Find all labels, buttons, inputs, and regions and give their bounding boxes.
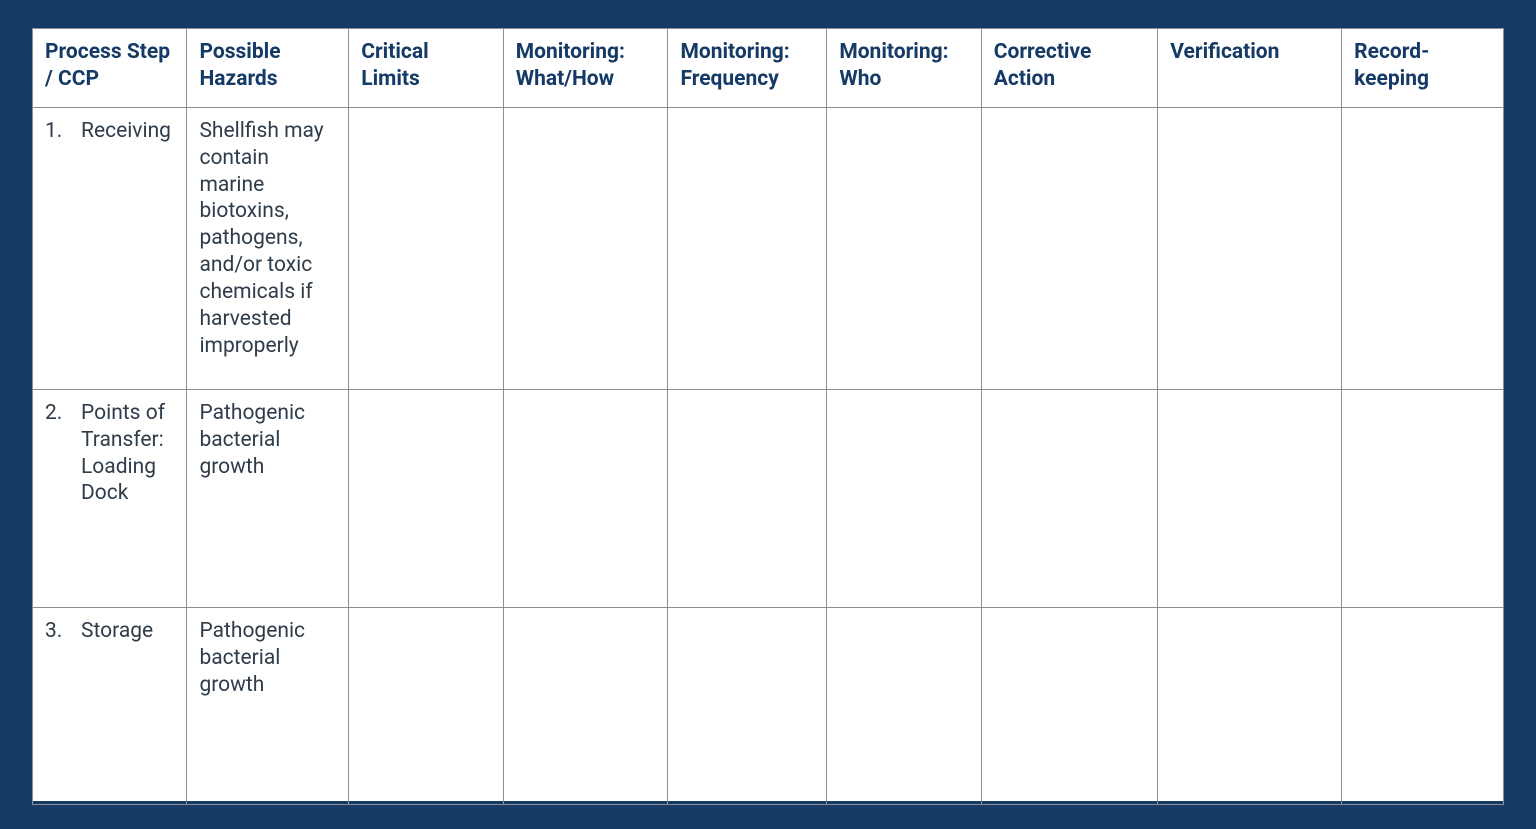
cell-critical-limits	[349, 389, 503, 607]
cell-verification	[1158, 107, 1342, 389]
cell-process-step: 1. Receiving	[33, 107, 187, 389]
cell-monitoring-frequency	[668, 389, 827, 607]
cell-monitoring-who	[827, 389, 981, 607]
cell-record-keeping	[1342, 107, 1504, 389]
col-header-corrective-action: Corrective Action	[981, 29, 1158, 108]
col-header-monitoring-what: Monitoring: What/How	[503, 29, 668, 108]
cell-critical-limits	[349, 607, 503, 804]
step-label: Points of Transfer: Loading Dock	[81, 400, 174, 508]
col-header-monitoring-frequency: Monitoring: Frequency	[668, 29, 827, 108]
cell-record-keeping	[1342, 389, 1504, 607]
document-frame: Process Step / CCP Possible Hazards Crit…	[0, 0, 1536, 829]
cell-process-step: 2. Points of Transfer: Loading Dock	[33, 389, 187, 607]
cell-corrective-action	[981, 107, 1158, 389]
col-header-verification: Verification	[1158, 29, 1342, 108]
col-header-monitoring-who: Monitoring: Who	[827, 29, 981, 108]
col-header-possible-hazards: Possible Hazards	[187, 29, 349, 108]
cell-corrective-action	[981, 607, 1158, 804]
cell-verification	[1158, 607, 1342, 804]
step-number: 2.	[45, 400, 63, 508]
table-row: 1. Receiving Shellfish may contain marin…	[33, 107, 1504, 389]
step-number: 3.	[45, 618, 63, 645]
cell-monitoring-what	[503, 389, 668, 607]
cell-critical-limits	[349, 107, 503, 389]
col-header-record-keeping: Record-keeping	[1342, 29, 1504, 108]
cell-monitoring-what	[503, 107, 668, 389]
cell-corrective-action	[981, 389, 1158, 607]
table-container: Process Step / CCP Possible Hazards Crit…	[32, 28, 1504, 801]
cell-possible-hazards: Pathogenic bacterial growth	[187, 389, 349, 607]
table-header-row: Process Step / CCP Possible Hazards Crit…	[33, 29, 1504, 108]
cell-monitoring-frequency	[668, 607, 827, 804]
cell-possible-hazards: Shellfish may contain marine biotoxins, …	[187, 107, 349, 389]
cell-possible-hazards: Pathogenic bacterial growth	[187, 607, 349, 804]
table-row: 2. Points of Transfer: Loading Dock Path…	[33, 389, 1504, 607]
cell-verification	[1158, 389, 1342, 607]
col-header-critical-limits: Critical Limits	[349, 29, 503, 108]
table-row: 3. Storage Pathogenic bacterial growth	[33, 607, 1504, 804]
cell-record-keeping	[1342, 607, 1504, 804]
haccp-table: Process Step / CCP Possible Hazards Crit…	[32, 28, 1504, 805]
cell-monitoring-what	[503, 607, 668, 804]
cell-monitoring-frequency	[668, 107, 827, 389]
col-header-process-step: Process Step / CCP	[33, 29, 187, 108]
cell-monitoring-who	[827, 607, 981, 804]
cell-monitoring-who	[827, 107, 981, 389]
cell-process-step: 3. Storage	[33, 607, 187, 804]
step-number: 1.	[45, 118, 63, 145]
step-label: Storage	[81, 618, 153, 645]
step-label: Receiving	[81, 118, 171, 145]
